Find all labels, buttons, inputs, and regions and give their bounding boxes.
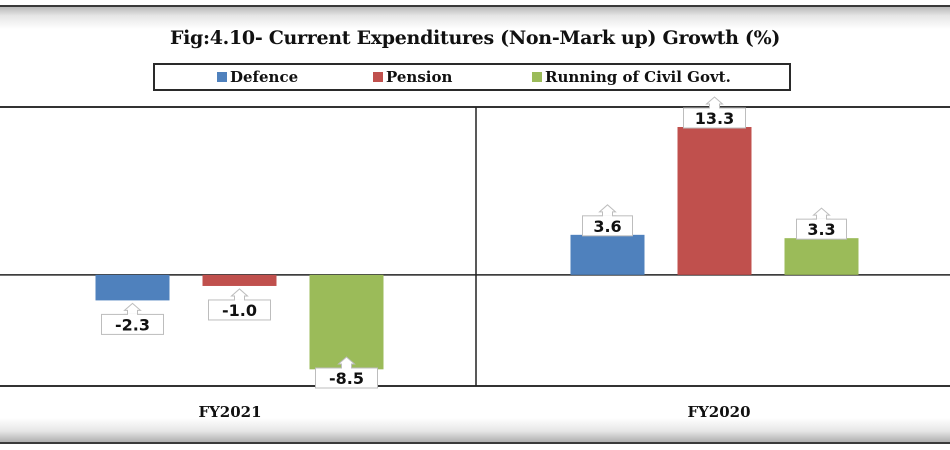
legend: Defence Pension Running of Civil Govt. [153, 63, 791, 91]
callout-pointer [230, 288, 249, 301]
legend-item-defence: Defence [217, 68, 298, 86]
legend-swatch-running-civil-govt [532, 72, 542, 82]
legend-label-running-civil-govt: Running of Civil Govt. [545, 68, 731, 86]
chart-title: Fig:4.10- Current Expenditures (Non-Mark… [169, 27, 781, 49]
data-label-callout: -8.5 [315, 356, 378, 389]
category-label-fy2020: FY2020 [687, 403, 750, 421]
bar-pension-fy2020 [677, 127, 752, 275]
data-label-callout: -1.0 [208, 288, 271, 321]
data-label: -2.3 [115, 315, 150, 334]
category-label-fy2021: FY2021 [198, 403, 261, 421]
data-label-callout: 3.3 [796, 207, 847, 240]
legend-swatch-defence [217, 72, 227, 82]
bar-defence-fy2021 [95, 274, 170, 301]
data-label: -8.5 [329, 369, 364, 388]
legend-label-pension: Pension [386, 68, 453, 86]
callout-seam [817, 218, 826, 221]
data-label: 13.3 [695, 109, 734, 128]
callout-pointer [598, 204, 617, 217]
callout-pointer [705, 96, 724, 109]
data-label: 3.3 [807, 220, 835, 239]
callout-seam [128, 313, 137, 316]
bottom-border [0, 418, 950, 444]
callout-seam [235, 299, 244, 302]
callout-seam [603, 215, 612, 218]
callout-pointer [123, 302, 142, 315]
data-label-callout: 3.6 [582, 204, 633, 237]
bar-pension-fy2021 [202, 274, 277, 286]
callout-pointer [337, 356, 356, 369]
data-label: 3.6 [593, 217, 621, 236]
top-border [0, 5, 950, 29]
legend-item-pension: Pension [373, 68, 452, 86]
bar-running-of-civil-govt-fy2020 [784, 238, 859, 275]
bar-defence-fy2020 [570, 234, 645, 275]
callout-pointer [812, 207, 831, 220]
data-label-callout: 13.3 [683, 96, 746, 129]
data-label-callout: -2.3 [101, 302, 164, 335]
callout-seam [710, 107, 719, 110]
data-label: -1.0 [222, 301, 257, 320]
legend-swatch-pension [373, 72, 383, 82]
legend-label-defence: Defence [230, 68, 299, 86]
callout-seam [342, 367, 351, 370]
bar-running-of-civil-govt-fy2021 [309, 274, 384, 370]
legend-item-running-civil-govt: Running of Civil Govt. [532, 68, 731, 86]
